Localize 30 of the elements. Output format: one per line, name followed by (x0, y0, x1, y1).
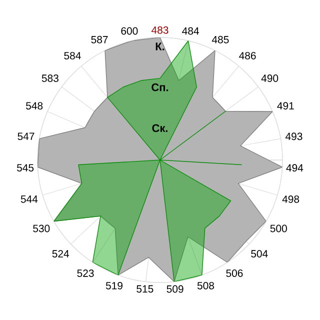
spoke-label: 584 (64, 52, 81, 60)
spoke-label: 483 (152, 26, 168, 34)
spoke-label: 583 (42, 74, 58, 82)
y-tick-label: К. (156, 42, 164, 50)
spoke-label: 548 (26, 102, 43, 110)
spoke-label: 504 (251, 250, 268, 258)
spoke-label: 486 (239, 52, 256, 60)
spoke-label: 498 (282, 195, 300, 203)
spoke-label: 485 (212, 36, 229, 44)
y-tick-label: Ск. (152, 124, 168, 132)
spoke-label: 523 (77, 270, 94, 277)
spoke-label: 500 (270, 224, 287, 232)
spoke-label: 491 (277, 102, 294, 110)
spoke-label: 544 (20, 196, 38, 203)
spoke-label: 494 (286, 164, 304, 172)
spoke-label: 515 (136, 285, 154, 293)
spoke-label: 587 (91, 36, 108, 44)
spoke-label: 545 (17, 164, 34, 172)
spoke-label: 508 (197, 282, 214, 290)
spoke-label: 600 (121, 27, 138, 35)
y-tick-label: Сп. (152, 83, 168, 92)
spoke-label: 506 (226, 270, 243, 277)
spoke-label: 509 (166, 285, 184, 293)
spoke-label: 490 (261, 74, 278, 82)
spoke-label: 519 (106, 282, 122, 290)
spoke-label: 524 (52, 250, 70, 258)
spoke-label: 484 (182, 27, 199, 35)
spoke-label: 530 (33, 224, 50, 232)
spoke-label: 493 (285, 132, 302, 140)
spoke-label: 547 (18, 132, 34, 140)
